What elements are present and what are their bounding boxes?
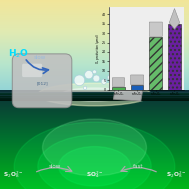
Bar xyxy=(168,24,181,90)
Ellipse shape xyxy=(59,147,130,186)
Circle shape xyxy=(74,75,85,86)
Text: [104]: [104] xyxy=(125,79,136,83)
Polygon shape xyxy=(116,62,129,77)
Circle shape xyxy=(93,70,96,74)
Bar xyxy=(149,37,162,90)
Text: S$_2$O$_8^{2-}$: S$_2$O$_8^{2-}$ xyxy=(166,169,186,180)
Ellipse shape xyxy=(14,122,175,189)
Text: [012]: [012] xyxy=(37,82,48,86)
Polygon shape xyxy=(169,9,180,29)
Ellipse shape xyxy=(38,135,151,189)
Circle shape xyxy=(101,79,107,84)
Text: fast: fast xyxy=(133,164,143,169)
Text: H$_2$O: H$_2$O xyxy=(8,48,29,60)
Text: H$_2$O: H$_2$O xyxy=(150,48,171,60)
Ellipse shape xyxy=(61,88,128,101)
FancyBboxPatch shape xyxy=(12,54,72,108)
Text: fast: fast xyxy=(138,55,149,60)
Circle shape xyxy=(93,75,100,82)
Circle shape xyxy=(85,70,93,79)
Ellipse shape xyxy=(43,119,146,176)
FancyBboxPatch shape xyxy=(112,78,125,86)
Bar xyxy=(112,87,125,90)
Circle shape xyxy=(108,75,112,80)
Bar xyxy=(131,85,143,90)
FancyBboxPatch shape xyxy=(131,75,144,85)
Polygon shape xyxy=(113,60,147,101)
Text: slow: slow xyxy=(49,164,61,169)
Y-axis label: O₂ production (μmol): O₂ production (μmol) xyxy=(96,34,100,63)
FancyBboxPatch shape xyxy=(22,64,42,77)
Text: S$_2$O$_8^{2-}$: S$_2$O$_8^{2-}$ xyxy=(3,169,23,180)
Text: slow: slow xyxy=(34,55,46,60)
Ellipse shape xyxy=(38,83,151,106)
Circle shape xyxy=(83,86,87,90)
FancyBboxPatch shape xyxy=(149,22,162,36)
Text: SO$_4^{2-}$: SO$_4^{2-}$ xyxy=(86,169,103,180)
